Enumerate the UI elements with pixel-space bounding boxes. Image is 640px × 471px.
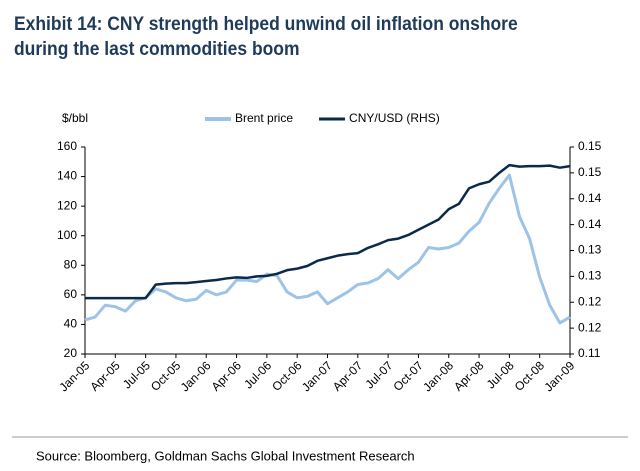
y-tick-label: 20 — [64, 346, 78, 360]
chart-title: Exhibit 14: CNY strength helped unwind o… — [14, 14, 518, 60]
x-tick-label: Oct-08 — [512, 358, 548, 394]
x-tick-label: Apr-08 — [451, 358, 487, 394]
y2-tick-label: 0.13 — [578, 269, 602, 283]
y-tick-label: 120 — [57, 198, 77, 212]
y2-tick-label: 0.15 — [578, 165, 602, 179]
x-tick-label: Apr-07 — [330, 358, 366, 394]
source-note: Source: Bloomberg, Goldman Sachs Global … — [36, 448, 415, 463]
x-tick-label: Jan-05 — [57, 358, 93, 394]
legend-label: CNY/USD (RHS) — [349, 111, 440, 125]
series-line — [85, 163, 571, 300]
y2-tick-label: 0.12 — [578, 320, 602, 334]
x-tick-label: Apr-06 — [209, 358, 245, 394]
x-tick-label: Jan-09 — [542, 358, 578, 394]
y2-tick-label: 0.14 — [578, 191, 602, 205]
x-tick-label: Jul-06 — [241, 358, 274, 391]
x-tick-label: Oct-06 — [269, 358, 305, 394]
x-tick-label: Jul-05 — [120, 358, 153, 391]
y-tick-label: 80 — [64, 257, 78, 271]
x-tick-label: Jul-07 — [362, 358, 395, 391]
x-tick-label: Oct-05 — [148, 358, 184, 394]
y-tick-label: 160 — [57, 139, 77, 153]
x-tick-label: Jan-06 — [178, 358, 214, 394]
x-tick-label: Jan-08 — [420, 358, 456, 394]
legend-label: Brent price — [235, 111, 293, 125]
y2-tick-label: 0.15 — [578, 139, 602, 153]
y-tick-label: 60 — [64, 287, 78, 301]
y2-tick-label: 0.12 — [578, 294, 602, 308]
y-axis-label: $/bbl — [62, 111, 88, 125]
y-tick-label: 100 — [57, 228, 77, 242]
y2-tick-label: 0.14 — [578, 217, 602, 231]
x-tick-label: Apr-05 — [87, 358, 123, 394]
x-tick-label: Jul-08 — [484, 358, 517, 391]
y2-tick-label: 0.13 — [578, 243, 602, 257]
series-line — [84, 173, 571, 325]
y-tick-label: 40 — [64, 317, 78, 331]
y2-tick-label: 0.11 — [578, 346, 601, 360]
y-tick-label: 140 — [57, 169, 77, 183]
x-tick-label: Oct-07 — [390, 358, 426, 394]
x-tick-label: Jan-07 — [299, 358, 335, 394]
